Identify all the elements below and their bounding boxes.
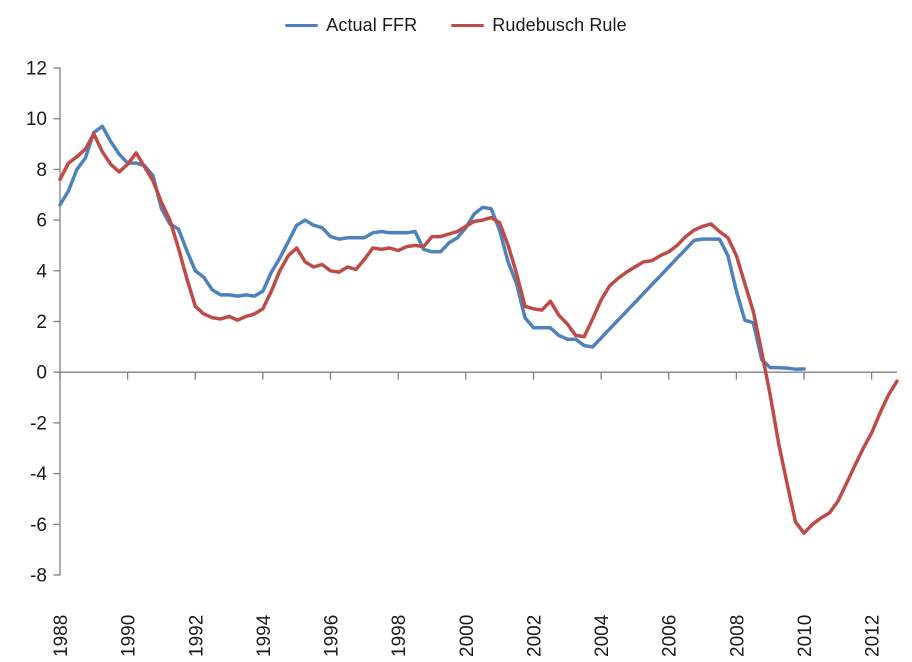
chart-legend: Actual FFR Rudebusch Rule [0, 15, 912, 36]
x-axis-tick-label: 1990 [119, 615, 140, 657]
x-axis-tick-label: 2006 [660, 615, 681, 657]
actual-ffr-legend-label: Actual FFR [326, 15, 418, 35]
y-axis-tick-label: 2 [36, 312, 47, 333]
x-axis-tick-label: 2004 [592, 614, 613, 657]
rudebusch-rule-line [58, 132, 899, 535]
x-axis-tick-label: 1994 [254, 614, 275, 657]
y-axis-tick-label: -6 [30, 515, 47, 536]
rudebusch-rule-legend-swatch [451, 23, 485, 28]
x-axis-tick-label: 1992 [186, 615, 207, 657]
y-axis-tick-label: -2 [30, 413, 47, 434]
y-axis-tick-label: 4 [36, 261, 47, 282]
x-axis-tick-label: 2002 [524, 615, 545, 657]
x-axis-tick-label: 2008 [727, 615, 748, 657]
x-axis-tick-label: 2000 [457, 615, 478, 657]
actual-ffr-legend-swatch [285, 23, 319, 28]
x-axis-tick-label: 1996 [322, 615, 343, 657]
legend-item-actual-ffr: Actual FFR [285, 15, 417, 36]
y-axis-tick-label: 8 [36, 160, 47, 181]
x-axis-tick-label: 2012 [863, 615, 884, 657]
y-axis-tick-label: 10 [26, 109, 47, 130]
x-axis-tick-label: 1998 [389, 615, 410, 657]
x-axis-tick-label: 2010 [795, 615, 816, 657]
y-axis-tick-label: 6 [36, 211, 47, 232]
y-axis-tick-label: 12 [26, 59, 47, 80]
y-axis-tick-label: -4 [30, 464, 47, 485]
x-axis-tick-label: 1988 [51, 615, 72, 657]
rudebusch-rule-legend-label: Rudebusch Rule [492, 15, 627, 35]
y-axis-tick-label: -8 [30, 566, 47, 587]
actual-ffr-line [58, 124, 806, 371]
y-axis-tick-label: 0 [36, 363, 47, 384]
legend-item-rudebusch-rule: Rudebusch Rule [451, 15, 627, 36]
